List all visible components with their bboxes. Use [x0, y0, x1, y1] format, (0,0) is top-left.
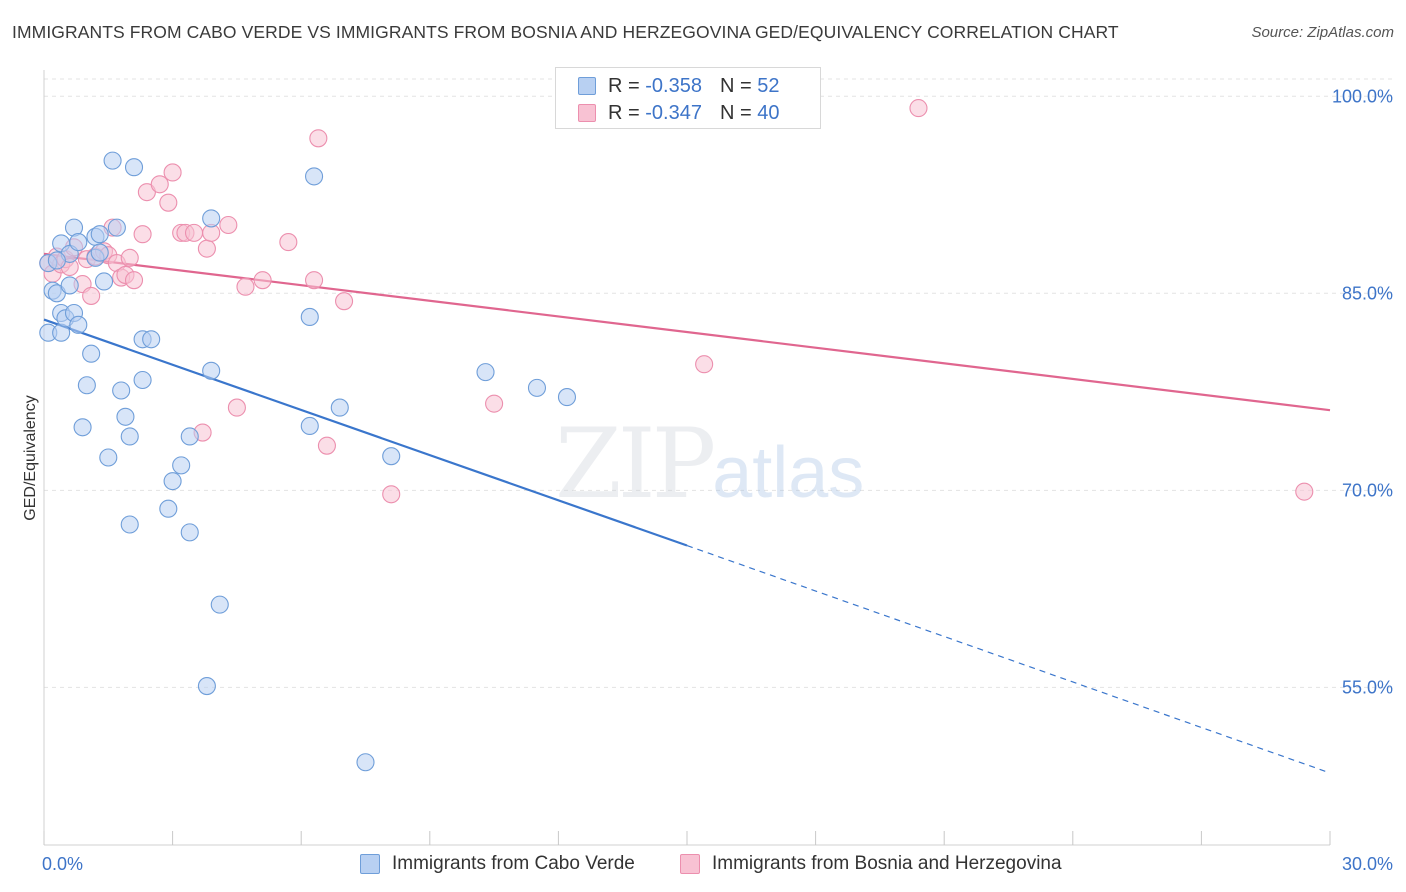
bosnia-point [305, 271, 324, 290]
bosnia-point [485, 394, 504, 413]
cabo-verde-point [133, 370, 152, 390]
legend-r-value: -0.358 [645, 74, 702, 97]
cabo-verde-point [305, 167, 324, 186]
bosnia-point [227, 398, 246, 417]
bosnia-point [184, 223, 204, 242]
legend-swatch-blue [578, 77, 596, 95]
source-label: Source: ZipAtlas.com [1251, 24, 1394, 41]
bosnia-point [163, 163, 182, 182]
chart-title: IMMIGRANTS FROM CABO VERDE VS IMMIGRANTS… [12, 22, 1119, 42]
cabo-verde-point [527, 378, 547, 397]
cabo-verde-point [180, 427, 199, 446]
cabo-verde-point [60, 276, 79, 295]
bottom-legend-bosnia: Immigrants from Bosnia and Herzegovina [680, 852, 1062, 876]
bosnia-point [909, 99, 928, 118]
bosnia-point [1295, 482, 1314, 501]
x-tick-label-end: 30.0% [1342, 854, 1393, 874]
bottom-legend-label: Immigrants from Cabo Verde [392, 853, 635, 874]
cabo-verde-point [116, 407, 135, 426]
legend-n-value: 40 [757, 101, 780, 124]
cabo-verde-point [172, 456, 191, 475]
cabo-verde-point [69, 315, 88, 334]
cabo-verde-point [142, 330, 161, 349]
cabo-verde-point [300, 307, 319, 326]
bosnia-point [159, 193, 178, 212]
cabo-verde-point [73, 418, 92, 437]
legend-swatch-pink [578, 104, 596, 122]
cabo-verde-point [99, 448, 118, 467]
cabo-verde-point [300, 416, 319, 436]
cabo-verde-point [202, 209, 221, 228]
cabo-verde-point [476, 363, 495, 382]
bosnia-point [309, 129, 328, 148]
legend-r-value: -0.347 [645, 101, 702, 124]
bottom-legend-cabo-verde: Immigrants from Cabo Verde [360, 852, 635, 876]
cabo-verde-point [120, 427, 139, 446]
cabo-verde-point [94, 272, 114, 291]
bosnia-point [317, 436, 336, 455]
bosnia-point [82, 286, 101, 305]
cabo-verde-point [77, 376, 96, 395]
cabo-verde-point [90, 243, 109, 262]
cabo-verde-point [202, 361, 221, 380]
tick-labels: 55.0% 70.0% 85.0% 100.0% 0.0% 30.0% [42, 86, 1393, 874]
bosnia-point [695, 355, 714, 374]
bosnia-point [150, 175, 169, 194]
legend-row-bosnia: R = -0.347 N = 40 [578, 101, 779, 125]
cabo-verde-point [163, 472, 182, 491]
series-cabo-verde-points [39, 151, 577, 772]
legend-r-label: R = [608, 74, 640, 97]
cabo-verde-point [197, 677, 216, 696]
cabo-verde-point [124, 158, 144, 177]
cabo-verde-point [159, 499, 178, 518]
y-tick-label: 70.0% [1342, 480, 1393, 500]
y-tick-label: 55.0% [1342, 677, 1393, 697]
bosnia-point [120, 248, 139, 267]
cabo-verde-point [69, 233, 88, 252]
cabo-verde-point [557, 388, 577, 407]
bosnia-point [382, 485, 401, 504]
cabo-verde-point [47, 251, 66, 270]
legend-n-value: 52 [757, 74, 780, 97]
legend-r-label: R = [608, 101, 640, 124]
gridlines [44, 78, 1392, 688]
bosnia-point [253, 271, 272, 290]
bottom-legend-label: Immigrants from Bosnia and Herzegovina [712, 853, 1062, 874]
cabo-verde-point [180, 523, 199, 542]
cabo-verde-point [210, 595, 229, 614]
y-axis-label: GED/Equivalency [22, 395, 39, 521]
watermark-zip: ZIP [555, 408, 716, 520]
bosnia-point [133, 225, 152, 244]
bosnia-point [219, 215, 238, 235]
bosnia-point [335, 292, 354, 311]
cabo-verde-point [90, 225, 109, 244]
legend-n-label: N = [719, 74, 752, 97]
cabo-verde-point [356, 753, 375, 772]
watermark-atlas: atlas [712, 433, 865, 513]
cabo-verde-point [82, 344, 101, 363]
cabo-verde-point [330, 398, 349, 417]
legend-n-label: N = [719, 101, 752, 124]
bottom-legend-swatch-pink [680, 854, 700, 874]
axes [43, 70, 1331, 846]
cabo-verde-point [382, 447, 401, 466]
cabo-verde-point [112, 381, 131, 400]
correlation-legend: R = -0.358 N = 52 R = -0.347 N = 40 [555, 67, 821, 129]
bosnia-point [279, 233, 298, 252]
cabo-verde-point [120, 515, 139, 534]
trendline-cabo-verde-extension [686, 544, 1326, 773]
x-tick-label-start: 0.0% [42, 854, 83, 874]
cabo-verde-point [103, 151, 122, 170]
bosnia-point [197, 239, 216, 258]
y-tick-label: 100.0% [1332, 86, 1393, 106]
legend-row-cabo-verde: R = -0.358 N = 52 [578, 74, 779, 98]
bosnia-point [124, 271, 144, 290]
cabo-verde-point [107, 218, 126, 237]
bottom-legend-swatch-blue [360, 854, 380, 874]
y-tick-label: 85.0% [1342, 283, 1393, 303]
bosnia-point [236, 277, 255, 296]
trendline-cabo-verde [43, 318, 688, 547]
watermark: ZIPatlas [555, 408, 864, 520]
